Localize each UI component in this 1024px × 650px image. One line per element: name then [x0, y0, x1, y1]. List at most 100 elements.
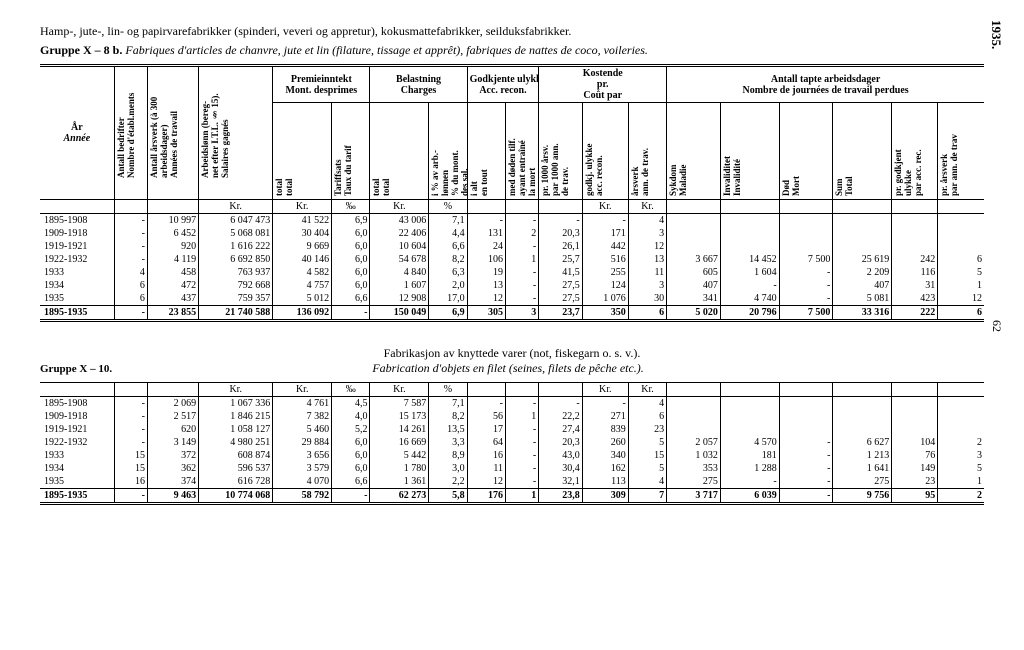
data-cell: 17,0: [429, 292, 467, 306]
data-cell: 7 500: [779, 306, 833, 321]
data-cell: [779, 397, 833, 411]
data-cell: 340: [582, 449, 628, 462]
unit-cell: Kr.: [582, 383, 628, 397]
table-row: 19346472792 6684 7576,01 6072,013-27,512…: [40, 279, 984, 292]
hdr-arsverk: Antall årsverk (à 300arbeidsdager)Années…: [150, 86, 180, 180]
data-cell: 6,0: [332, 253, 370, 266]
data-cell: [720, 423, 779, 436]
data-cell: [667, 397, 721, 411]
data-cell: 33 316: [833, 306, 892, 321]
data-cell: 4 582: [273, 266, 332, 279]
data-cell: 362: [147, 462, 198, 475]
data-cell: 4 570: [720, 436, 779, 449]
hdr-kost: Kostendepr.Coût par: [539, 66, 667, 103]
data-cell: 2: [506, 227, 539, 240]
unit-cell: [667, 200, 721, 214]
data-cell: -: [506, 449, 539, 462]
data-cell: 162: [582, 462, 628, 475]
data-cell: 11: [467, 462, 505, 475]
data-cell: [667, 214, 721, 228]
data-cell: 27,4: [539, 423, 582, 436]
data-cell: 6 039: [720, 489, 779, 504]
data-cell: 24: [467, 240, 505, 253]
data-cell: 4,5: [332, 397, 370, 411]
data-cell: 31: [892, 279, 938, 292]
data-cell: 22,2: [539, 410, 582, 423]
data-cell: -: [779, 266, 833, 279]
data-cell: 41 522: [273, 214, 332, 228]
data-cell: 13: [467, 279, 505, 292]
data-cell: -: [114, 436, 147, 449]
data-cell: 113: [582, 475, 628, 489]
data-cell: 15 173: [370, 410, 429, 423]
data-cell: 8,2: [429, 410, 467, 423]
unit-cell: [892, 200, 938, 214]
data-cell: 4,0: [332, 410, 370, 423]
data-cell: [938, 214, 984, 228]
data-cell: 171: [582, 227, 628, 240]
data-cell: -: [114, 397, 147, 411]
data-cell: 136 092: [273, 306, 332, 321]
data-cell: 6: [938, 253, 984, 266]
h-sum: SumTotal: [835, 104, 855, 198]
data-cell: 1 616 222: [199, 240, 273, 253]
data-cell: 4 740: [720, 292, 779, 306]
data-cell: 5 460: [273, 423, 332, 436]
data-cell: 9 669: [273, 240, 332, 253]
year-cell: 1935: [40, 475, 114, 489]
data-cell: 2 069: [147, 397, 198, 411]
h-godkj-ialt: i alten tout: [470, 104, 490, 198]
group-label-a: Gruppe X – 8 b.: [40, 43, 122, 57]
data-cell: 12: [938, 292, 984, 306]
data-cell: 4 757: [273, 279, 332, 292]
data-cell: 6 047 473: [199, 214, 273, 228]
data-cell: 20 796: [720, 306, 779, 321]
data-cell: 14 261: [370, 423, 429, 436]
hdr-bedrifter: Antall bedrifterNombre d'établ.ments: [117, 86, 137, 180]
data-cell: 12: [628, 240, 666, 253]
data-cell: -: [539, 397, 582, 411]
data-cell: 3: [628, 279, 666, 292]
table-row: 1909-1918-6 4525 068 08130 4046,022 4064…: [40, 227, 984, 240]
data-cell: 5: [938, 266, 984, 279]
data-cell: -: [506, 266, 539, 279]
data-cell: 95: [892, 489, 938, 504]
data-cell: 1: [938, 475, 984, 489]
data-cell: 4: [628, 214, 666, 228]
data-cell: -: [506, 397, 539, 411]
table-row: 1909-1918-2 5171 846 2157 3824,015 1738,…: [40, 410, 984, 423]
unit-cell: [506, 383, 539, 397]
data-cell: 242: [892, 253, 938, 266]
data-cell: 4 840: [370, 266, 429, 279]
data-cell: 596 537: [199, 462, 273, 475]
section-a-title: Hamp-, jute-, lin- og papirvarefabrikker…: [40, 24, 984, 39]
h-inval: InvaliditetInvalidité: [723, 104, 743, 198]
data-cell: -: [506, 436, 539, 449]
data-cell: 1 032: [667, 449, 721, 462]
data-cell: [892, 214, 938, 228]
data-cell: 763 937: [199, 266, 273, 279]
data-cell: [892, 410, 938, 423]
subtitle-a: Fabriques d'articles de chanvre, jute et…: [125, 43, 648, 57]
data-cell: 6 692 850: [199, 253, 273, 266]
data-cell: 437: [147, 292, 198, 306]
data-cell: 4: [628, 475, 666, 489]
data-cell: 16 669: [370, 436, 429, 449]
hdr-premie: PremieinntektMont. desprimes: [273, 66, 370, 103]
data-cell: [833, 240, 892, 253]
data-cell: [720, 397, 779, 411]
data-cell: 516: [582, 253, 628, 266]
data-cell: 5 442: [370, 449, 429, 462]
data-cell: 64: [467, 436, 505, 449]
data-cell: 3 656: [273, 449, 332, 462]
unit-cell: Kr.: [370, 383, 429, 397]
data-cell: 23: [628, 423, 666, 436]
data-cell: 7 587: [370, 397, 429, 411]
data-cell: 17: [467, 423, 505, 436]
data-cell: 6,9: [332, 214, 370, 228]
data-cell: 350: [582, 306, 628, 321]
data-cell: 5 020: [667, 306, 721, 321]
data-cell: -: [506, 214, 539, 228]
data-cell: 407: [833, 279, 892, 292]
h-premie-tot: totaltotal: [275, 104, 295, 198]
